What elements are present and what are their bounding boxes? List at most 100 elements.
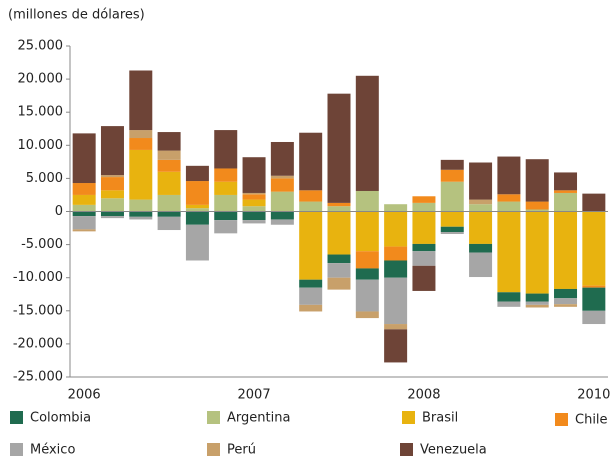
bar-segment — [355, 190, 379, 212]
bar-segment — [72, 216, 96, 230]
bar-segment — [157, 159, 181, 172]
y-tick-label: -15.000 — [13, 303, 63, 318]
bar-segment — [355, 268, 379, 280]
bar-segment — [582, 287, 606, 311]
bar-segment — [72, 133, 96, 184]
bar-segment — [270, 141, 294, 176]
bar-segment — [327, 206, 351, 212]
bar-segment — [185, 208, 209, 212]
bar-segment — [299, 201, 323, 212]
bar-segment — [582, 285, 606, 288]
bar-segment — [299, 287, 323, 305]
bar-segment — [384, 260, 408, 278]
bar-segment — [384, 277, 408, 325]
bar-segment — [242, 220, 266, 224]
bar-segment — [412, 211, 436, 244]
bar-segment — [270, 178, 294, 192]
bar-segment — [469, 162, 493, 200]
y-tick-label: 25.000 — [18, 39, 64, 54]
bar-segment — [440, 226, 464, 233]
y-tick-label: 20.000 — [18, 72, 64, 87]
bar-segment — [327, 211, 351, 255]
chart-subtitle: (millones de dólares) — [8, 8, 145, 23]
bar-segment — [157, 211, 181, 217]
bar-segment — [469, 243, 493, 253]
bar-segment — [214, 168, 238, 182]
bar-segment — [100, 126, 124, 176]
legend-label: Chile — [575, 413, 608, 428]
bar-segment — [157, 132, 181, 151]
bar-segment — [100, 190, 124, 199]
y-tick-label: -5.000 — [21, 237, 63, 252]
bar-segment — [100, 198, 124, 212]
bar-segment — [582, 193, 606, 212]
bar-segment — [185, 181, 209, 205]
bar-segment — [554, 304, 578, 307]
bar-segment — [214, 211, 238, 221]
bar-segment — [327, 202, 351, 207]
bar-segment — [129, 211, 153, 217]
bar-segment — [525, 201, 549, 210]
legend-label: Perú — [227, 443, 256, 458]
bar-segment — [72, 183, 96, 195]
bar-segment — [129, 138, 153, 150]
bar-segment — [129, 216, 153, 220]
bar-segment — [412, 265, 436, 291]
bar-segment — [157, 216, 181, 231]
bar-segment — [440, 181, 464, 212]
bar-segment — [469, 252, 493, 278]
y-tick-label: -20.000 — [13, 336, 63, 351]
bar-segment — [299, 132, 323, 191]
bar-segment — [327, 93, 351, 203]
legend-label: Brasil — [422, 411, 458, 426]
bar-segment — [129, 199, 153, 212]
bar-segment — [554, 190, 578, 193]
bar-segment — [412, 243, 436, 252]
x-tick-label: 2007 — [238, 388, 271, 403]
x-tick-label: 2006 — [68, 388, 101, 403]
bar-segment — [185, 204, 209, 209]
bar-segment — [214, 194, 238, 212]
bar-segment — [129, 130, 153, 139]
bar-segment — [497, 194, 521, 202]
legend-swatch — [402, 411, 415, 424]
bar-segment — [554, 298, 578, 305]
y-tick-label: 5.000 — [26, 171, 63, 186]
legend-swatch — [10, 443, 23, 456]
bar-segment — [412, 251, 436, 266]
bar-segment — [72, 229, 96, 232]
bar-segment — [497, 156, 521, 195]
bar-segment — [270, 191, 294, 212]
y-tick-label: -10.000 — [13, 270, 63, 285]
bar-segment — [497, 301, 521, 307]
bar-segment — [440, 169, 464, 182]
bar-segment — [299, 304, 323, 312]
bar-segment — [157, 150, 181, 160]
bar-segment — [72, 204, 96, 212]
y-tick-label: 0 — [55, 204, 63, 219]
bar-segment — [242, 206, 266, 212]
legend-swatch — [207, 411, 220, 424]
bar-segment — [497, 292, 521, 302]
legend-label: Colombia — [30, 411, 91, 426]
bar-segment — [582, 211, 606, 286]
bar-segment — [497, 211, 521, 293]
bar-segment — [554, 211, 578, 289]
bar-segment — [525, 301, 549, 305]
bar-segment — [100, 175, 124, 178]
legend-swatch — [400, 443, 413, 456]
y-tick-label: 10.000 — [18, 138, 64, 153]
x-tick-label: 2008 — [407, 388, 440, 403]
bar-segment — [214, 220, 238, 234]
legend-swatch — [207, 443, 220, 456]
bar-segment — [412, 196, 436, 203]
bar-segment — [440, 211, 464, 227]
legend-label: México — [30, 443, 75, 458]
bar-segment — [157, 171, 181, 195]
x-tick-label: 2010 — [577, 388, 610, 403]
bar-segment — [185, 165, 209, 182]
bar-segment — [270, 211, 294, 220]
bar-segment — [72, 211, 96, 217]
bar-segment — [242, 199, 266, 207]
bar-segment — [554, 288, 578, 299]
